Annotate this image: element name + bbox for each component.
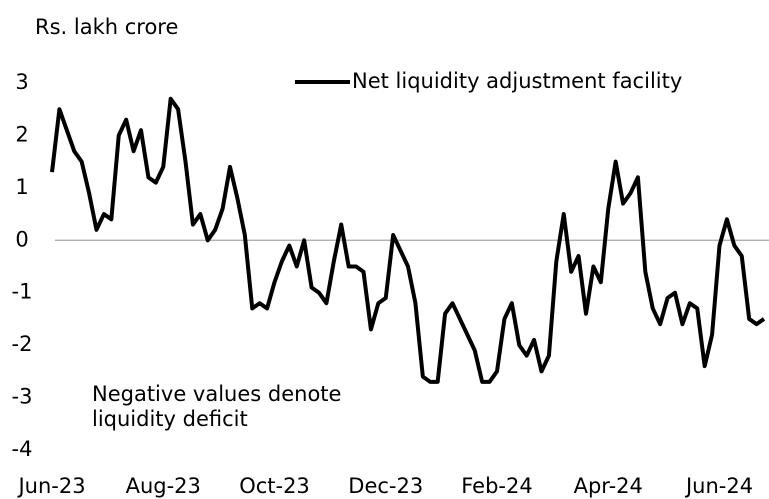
- legend-label: Net liquidity adjustment facility: [352, 69, 682, 93]
- y-tick-label: -2: [12, 332, 33, 356]
- annotation: Negative values denote: [92, 382, 341, 406]
- series-line: [50, 96, 766, 384]
- y-tick-label: 0: [15, 227, 28, 251]
- x-tick-label: Aug-23: [126, 474, 201, 498]
- annotation: liquidity deficit: [92, 407, 248, 431]
- x-tick-label: Oct-23: [239, 474, 310, 498]
- y-tick-label: -1: [12, 280, 33, 304]
- y-tick-label: -3: [12, 385, 33, 409]
- y-axis-label: Rs. lakh crore: [35, 15, 178, 39]
- y-tick-label: 2: [15, 122, 28, 146]
- y-tick-label: 1: [15, 175, 28, 199]
- y-tick-label: 3: [15, 70, 28, 94]
- x-tick-label: Apr-24: [574, 474, 643, 498]
- x-tick-label: Jun-24: [684, 474, 753, 498]
- y-tick-label: -4: [12, 437, 33, 461]
- x-tick-label: Dec-23: [348, 474, 423, 498]
- x-tick-label: Jun-23: [16, 474, 85, 498]
- x-tick-label: Feb-24: [461, 474, 532, 498]
